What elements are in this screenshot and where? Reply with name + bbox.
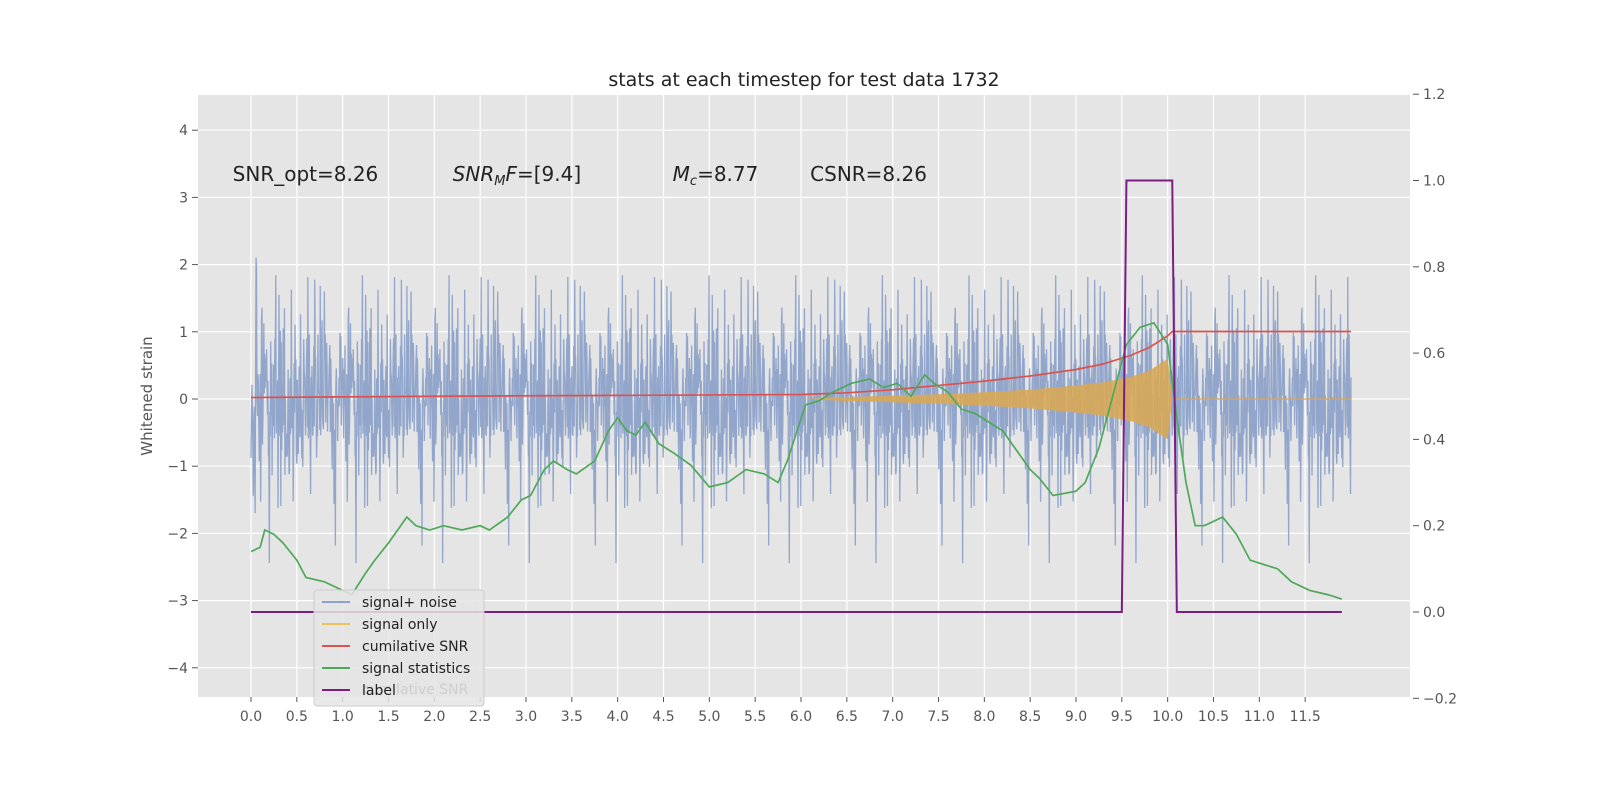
annotations: SNR_opt=8.26 SNRMF=[9.4] Mc=8.77 CSNR=8.26 <box>233 162 927 189</box>
x-tick-label: 0.0 <box>240 709 262 725</box>
x-tick-label: 4.5 <box>652 709 674 725</box>
x-tick-label: 11.5 <box>1290 709 1321 725</box>
axes: 0.0 0.5 1.0 1.5 2.0 2.5 3.0 3.5 4.0 4.5 5.0 5.5 6.0 6… <box>167 87 1457 725</box>
x-tick-label: 5.0 <box>698 709 720 725</box>
y-axis-label: Whitened strain <box>138 336 156 455</box>
y-tick-label: −4 <box>167 661 188 677</box>
y-tick-label: −2 <box>167 526 188 542</box>
annotation-1: SNRMF=[9.4] <box>453 162 581 189</box>
y-tick-label: 1 <box>179 325 188 341</box>
series-label <box>251 179 1342 613</box>
y2-tick-label: 1.0 <box>1423 174 1445 190</box>
legend-label: signal statistics <box>362 661 470 677</box>
legend: cumilative SNR signal+ noise signal only cu… <box>313 589 485 707</box>
x-tick-label: 6.5 <box>836 709 858 725</box>
x-tick-label: 1.0 <box>332 709 354 725</box>
series-signal-only <box>801 358 1173 440</box>
y2-tick-label: 0.0 <box>1423 605 1445 621</box>
x-tick-label: 7.0 <box>882 709 904 725</box>
x-tick-label: 4.0 <box>607 709 629 725</box>
series-signal-statistics <box>250 321 1343 600</box>
y-tick-label: −1 <box>167 459 188 475</box>
y-tick-label: 0 <box>179 392 188 408</box>
line-series <box>250 179 1351 613</box>
annotation-2: Mc=8.77 <box>673 162 759 189</box>
y2-tick-label: −0.2 <box>1423 691 1457 707</box>
y2-tick-label: 1.2 <box>1423 87 1445 103</box>
legend-label: label <box>362 683 396 699</box>
x-tick-label: 8.5 <box>1019 709 1041 725</box>
signal-only-series <box>801 358 1351 440</box>
series-cumulative-snr <box>250 330 1351 399</box>
legend-label: signal+ noise <box>362 595 457 611</box>
y-tick-label: 3 <box>179 190 188 206</box>
x-tick-label: 6.0 <box>790 709 812 725</box>
x-tick-label: 8.0 <box>973 709 995 725</box>
chart-title: stats at each timestep for test data 173… <box>608 69 999 91</box>
annotation-3: CSNR=8.26 <box>810 162 927 186</box>
y-tick-label: 2 <box>179 258 188 274</box>
y2-tick-label: 0.8 <box>1423 260 1445 276</box>
x-tick-label: 5.5 <box>744 709 766 725</box>
x-tick-label: 3.5 <box>561 709 583 725</box>
x-tick-label: 10.0 <box>1152 709 1183 725</box>
x-tick-label: 1.5 <box>377 709 399 725</box>
y2-tick-label: 0.6 <box>1423 346 1445 362</box>
x-tick-label: 9.5 <box>1111 709 1133 725</box>
y-tick-label: −3 <box>167 594 188 610</box>
legend-label: cumilative SNR <box>362 639 469 655</box>
x-tick-label: 0.5 <box>286 709 308 725</box>
x-tick-label: 2.0 <box>423 709 445 725</box>
y-tick-label: 4 <box>179 123 188 139</box>
x-tick-label: 3.0 <box>515 709 537 725</box>
legend-box <box>313 589 485 707</box>
x-tick-label: 2.5 <box>469 709 491 725</box>
legend-label: signal only <box>362 617 437 633</box>
annotation-0: SNR_opt=8.26 <box>233 162 379 186</box>
x-tick-label: 10.5 <box>1198 709 1229 725</box>
x-tick-label: 7.5 <box>927 709 949 725</box>
legend-ghost-text: cumilative SNR <box>362 682 469 698</box>
y2-tick-label: 0.2 <box>1423 519 1445 535</box>
y2-tick-label: 0.4 <box>1423 432 1445 448</box>
x-tick-label: 9.0 <box>1065 709 1087 725</box>
x-tick-label: 11.0 <box>1244 709 1275 725</box>
